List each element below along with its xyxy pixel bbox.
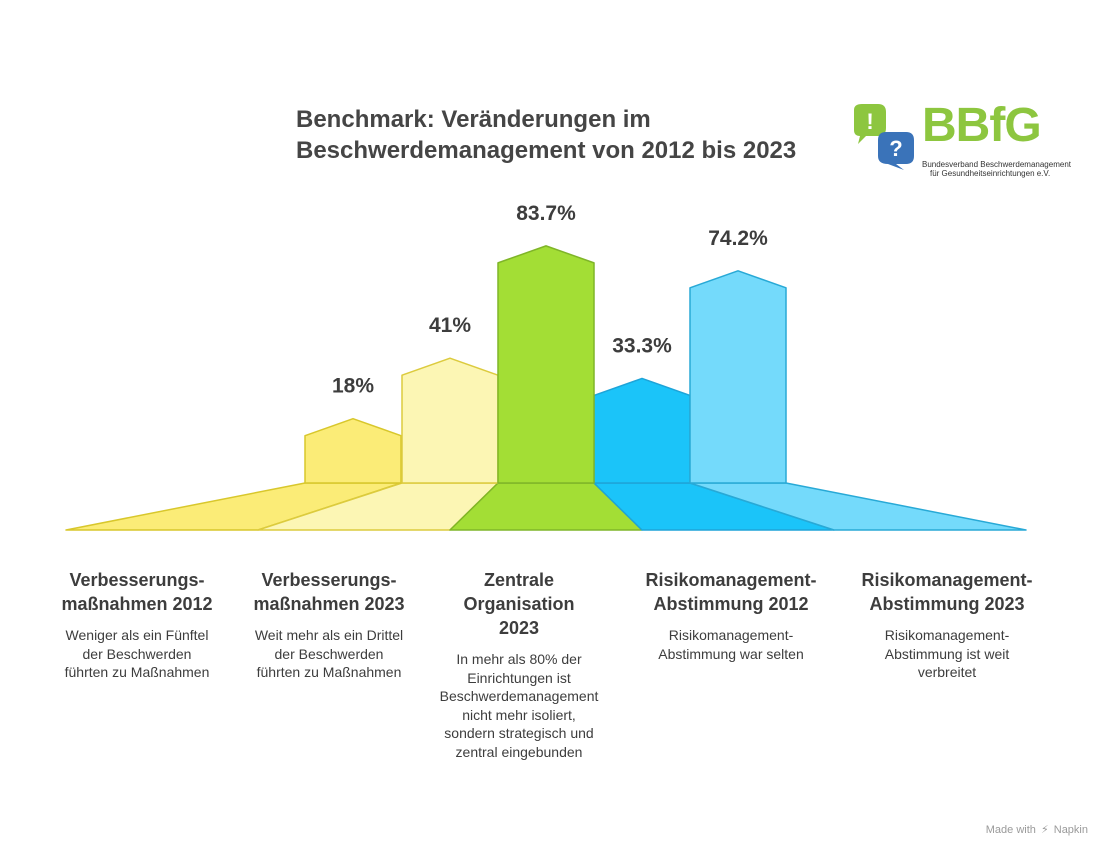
logo-question: ? [889, 136, 902, 161]
category-2: Verbesserungs-maßnahmen 2023 Weit mehr a… [234, 568, 424, 682]
category-5-description: Risikomanagement- Abstimmung ist weit verb… [884, 627, 1010, 680]
category-3-description: In mehr als 80% der Einrichtungen ist Besc… [439, 651, 599, 760]
category-2-description: Weit mehr als ein Drittel der Beschwerden… [254, 627, 404, 680]
chart-title: Benchmark: Veränderungen im Beschwerdema… [296, 104, 856, 166]
napkin-brand: Napkin [1053, 824, 1088, 836]
category-2-title: Verbesserungs-maßnahmen 2023 [253, 570, 405, 614]
logo-text: BBfG [922, 99, 1042, 152]
logo-subtitle-line1: Bundesverband Beschwerdemanagement [922, 160, 1071, 169]
value-label-1: 18% [332, 375, 374, 398]
speech-bubbles-icon: ! ? [854, 104, 914, 170]
logo-exclamation: ! [866, 109, 873, 134]
bar-3 [497, 245, 595, 484]
bar-2 [401, 357, 499, 484]
chart-title-line2: Beschwerdemanagement von 2012 bis 2023 [296, 137, 797, 164]
logo-subtitle: Bundesverband Beschwerdemanagement für G… [922, 160, 1072, 178]
category-3-title: Zentrale Organisation 2023 [463, 570, 575, 638]
bar-4 [593, 377, 691, 484]
bbfg-logo: ! ? BBfG Bundesverband Beschwerdemanagem… [848, 100, 1071, 184]
category-4-title: Risikomanagement- Abstimmung 2012 [645, 570, 817, 614]
value-label-3: 83.7% [516, 202, 576, 225]
category-4: Risikomanagement- Abstimmung 2012 Risikom… [636, 568, 826, 663]
category-5: Risikomanagement- Abstimmung 2023 Risikom… [852, 568, 1042, 682]
value-label-2: 41% [429, 314, 471, 337]
category-3: Zentrale Organisation 2023 In mehr als 80%… [424, 568, 614, 761]
value-label-5: 74.2% [708, 227, 768, 250]
category-1: Verbesserungs-maßnahmen 2012 Weniger als… [42, 568, 232, 682]
bar-1 [304, 417, 402, 484]
bar-5 [689, 270, 787, 484]
logo-subtitle-line2: für Gesundheitseinrichtungen e.V. [930, 169, 1051, 178]
value-label-4: 33.3% [612, 334, 672, 357]
made-with-footer: Made with ⚡ Napkin [986, 823, 1088, 836]
napkin-icon: ⚡ [1040, 824, 1049, 836]
chart-title-line1: Benchmark: Veränderungen im [296, 106, 651, 133]
category-1-title: Verbesserungs-maßnahmen 2012 [61, 570, 213, 614]
chart-area: 18% 41% 83.7% 33.3% 74.2% [65, 202, 1027, 531]
category-1-description: Weniger als ein Fünftel der Beschwerden fü… [64, 627, 210, 680]
made-with-label: Made with [985, 824, 1036, 836]
category-5-title: Risikomanagement- Abstimmung 2023 [861, 570, 1033, 614]
category-4-description: Risikomanagement- Abstimmung war selten [658, 627, 804, 662]
